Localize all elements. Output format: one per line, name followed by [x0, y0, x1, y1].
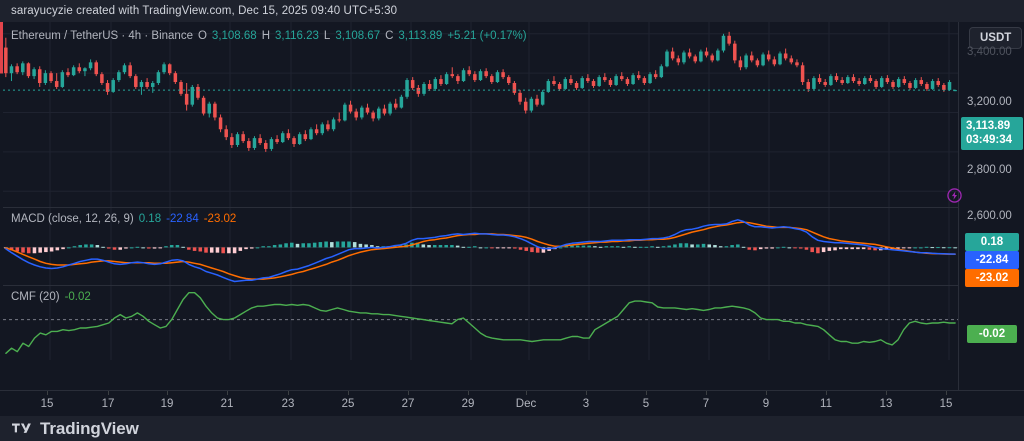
time-tick-label: 11: [820, 398, 832, 410]
chart-panes: Ethereum / TetherUS · 4h · Binance O 3,10…: [3, 22, 1024, 390]
time-tick-label: 19: [160, 398, 174, 410]
price-tick-label: 3,200.00: [967, 96, 1012, 108]
macd-plot: [3, 208, 958, 285]
price-tick-label: 2,600.00: [967, 210, 1012, 222]
time-tick-label: 15: [939, 398, 953, 410]
time-tick-pip: [468, 391, 469, 395]
time-tick-label: 15: [40, 398, 54, 410]
time-tick-pip: [288, 391, 289, 395]
cmf-plot-clip: [3, 286, 958, 360]
time-tick-pip: [227, 391, 228, 395]
time-tick-label: 9: [762, 398, 770, 410]
time-tick-label: 7: [702, 398, 710, 410]
macd-plot-clip: [3, 208, 958, 285]
tradingview-logo-icon: [12, 422, 31, 433]
time-tick-pip: [108, 391, 109, 395]
time-tick-label: 17: [101, 398, 115, 410]
time-tick-label: 5: [642, 398, 650, 410]
price-pane[interactable]: Ethereum / TetherUS · 4h · Binance O 3,10…: [3, 22, 1024, 207]
time-tick-pip: [348, 391, 349, 395]
time-tick-pip: [706, 391, 707, 395]
time-tick-label: 23: [281, 398, 295, 410]
time-tick-pip: [47, 391, 48, 395]
left-edge-accent: [0, 22, 3, 390]
attribution-text: sarayucyzie created with TradingView.com…: [11, 5, 398, 17]
time-tick-pip: [408, 391, 409, 395]
time-tick-label: 25: [341, 398, 355, 410]
bar-countdown: 03:49:34: [966, 134, 1013, 147]
macd-pane[interactable]: MACD (close, 12, 26, 9) 0.18 -22.84 -23.…: [3, 207, 1024, 285]
time-tick-pip: [886, 391, 887, 395]
macd-signal-badge: -23.02: [965, 269, 1019, 288]
price-tick-label: 3,400.00: [967, 46, 1012, 58]
price-axis[interactable]: USDT 3,400.003,200.003,000.002,800.002,6…: [947, 22, 1024, 390]
cmf-value-badge: -0.02: [967, 325, 1017, 344]
time-tick-label: Dec: [515, 398, 537, 410]
time-tick-label: 13: [879, 398, 893, 410]
chart-area[interactable]: Ethereum / TetherUS · 4h · Binance O 3,10…: [0, 22, 1024, 390]
cmf-pane[interactable]: CMF (20) -0.02: [3, 285, 1024, 360]
macd-line-badge: -22.84: [965, 251, 1019, 270]
cmf-plot: [3, 286, 958, 360]
candlestick-plot: [3, 22, 958, 207]
time-tick-pip: [826, 391, 827, 395]
time-tick-label: 29: [461, 398, 475, 410]
lightning-bolt-icon[interactable]: [947, 188, 962, 203]
price-plot-clip: [3, 22, 958, 207]
time-tick-label: 27: [401, 398, 415, 410]
currency-chip[interactable]: USDT: [969, 27, 1023, 49]
time-tick-pip: [167, 391, 168, 395]
last-price-value: 3,113.89: [966, 120, 1011, 132]
time-tick-pip: [766, 391, 767, 395]
price-tick-label: 2,800.00: [967, 164, 1012, 176]
macd-hist-badge: 0.18: [965, 233, 1019, 252]
time-axis[interactable]: 15 17 19 21 23 25 27 29 Dec 3 5 7 9 11 13 15: [0, 390, 1024, 416]
footer-branding: TradingView: [0, 416, 1024, 441]
time-tick-label: 21: [220, 398, 234, 410]
last-price-badge: 3,113.89 03:49:34: [961, 117, 1023, 150]
attribution-bar: sarayucyzie created with TradingView.com…: [0, 0, 1024, 22]
time-tick-pip: [526, 391, 527, 395]
time-tick-label: 3: [582, 398, 590, 410]
tradingview-wordmark: TradingView: [40, 418, 139, 438]
time-tick-pip: [586, 391, 587, 395]
time-tick-pip: [646, 391, 647, 395]
time-tick-pip: [946, 391, 947, 395]
